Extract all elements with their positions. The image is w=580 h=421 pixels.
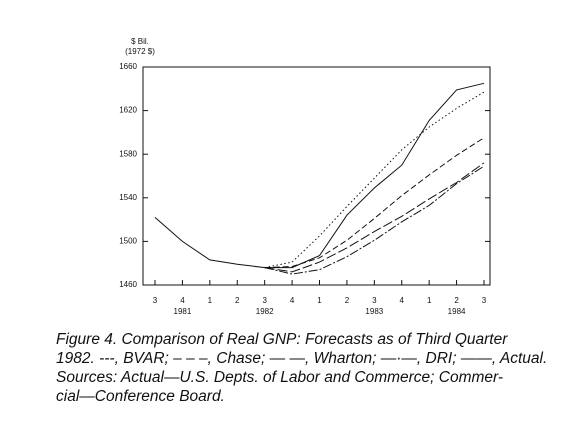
caption-line: cial—Conference Board. — [56, 388, 225, 405]
x-tick-label: 3 — [153, 296, 158, 305]
x-tick-label: 4 — [400, 296, 405, 305]
x-tick-label: 4 — [290, 296, 295, 305]
y-tick-label: 1620 — [119, 106, 137, 115]
x-tick-label: 1 — [427, 296, 432, 305]
caption-line: 1982. ---, BVAR; – – –, Chase; — —, Whar… — [56, 350, 548, 367]
x-tick-label: 1 — [208, 296, 213, 305]
year-label: 1983 — [365, 307, 383, 316]
y-tick-label: 1460 — [119, 280, 137, 289]
figure-caption: Figure 4. Comparison of Real GNP: Foreca… — [56, 330, 566, 406]
y-tick-label: 1580 — [119, 149, 137, 158]
y-tick-label: 1660 — [119, 62, 137, 71]
plot-frame — [142, 66, 491, 286]
x-tick-label: 2 — [454, 296, 459, 305]
y-axis-label: (1972 $) — [125, 47, 155, 56]
chart: $ Bil. (1972 $) 1460 1500 1540 1580 1620 1660… — [119, 37, 491, 316]
x-tick-label: 4 — [180, 296, 185, 305]
series-line — [154, 82, 485, 269]
series-line — [264, 91, 485, 269]
year-label: 1982 — [256, 307, 274, 316]
x-tick-label: 3 — [372, 296, 377, 305]
series-line — [264, 137, 485, 269]
x-tick-label: 2 — [345, 296, 350, 305]
year-label: 1981 — [174, 307, 192, 316]
series-line — [264, 165, 485, 275]
x-tick-label: 1 — [317, 296, 322, 305]
y-axis-label: $ Bil. — [131, 37, 149, 46]
x-tick-label: 3 — [482, 296, 487, 305]
year-label: 1984 — [448, 307, 466, 316]
y-tick-label: 1500 — [119, 237, 137, 246]
series-line — [264, 162, 485, 273]
x-tick-label: 2 — [235, 296, 240, 305]
x-tick-label: 3 — [262, 296, 267, 305]
caption-line: Figure 4. Comparison of Real GNP: Foreca… — [56, 331, 508, 348]
caption-line: Sources: Actual—U.S. Depts. of Labor and… — [56, 369, 504, 386]
y-tick-label: 1540 — [119, 193, 137, 202]
